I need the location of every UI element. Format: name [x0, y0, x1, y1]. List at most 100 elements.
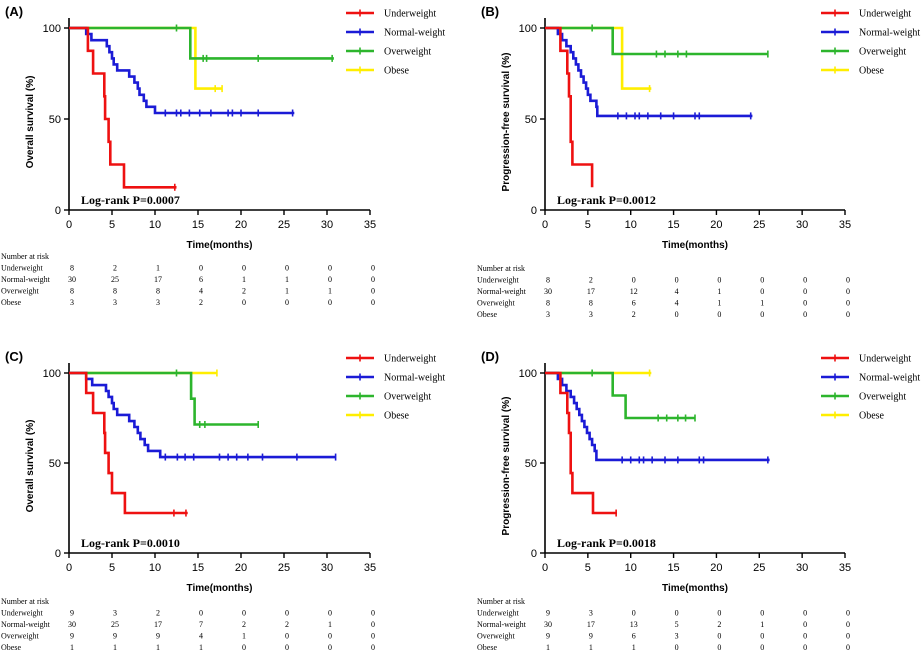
- risk-cell: 30: [544, 287, 552, 296]
- x-tick-label: 10: [625, 219, 637, 231]
- risk-cell: 0: [371, 632, 375, 641]
- risk-cell: 0: [371, 275, 375, 284]
- risk-cell: 0: [803, 632, 807, 641]
- risk-cell: 0: [846, 287, 850, 296]
- risk-cell: 1: [717, 299, 721, 308]
- y-tick-label: 0: [55, 548, 61, 560]
- risk-cell: 17: [587, 620, 595, 629]
- risk-cell: 1: [632, 643, 636, 652]
- risk-cell: 0: [760, 643, 764, 652]
- legend-label: Overweight: [859, 47, 906, 58]
- risk-cell: 0: [760, 632, 764, 641]
- series-line-normal-weight: [545, 26, 753, 118]
- risk-cell: 0: [717, 643, 721, 652]
- x-tick-label: 0: [542, 219, 548, 231]
- risk-cell: 0: [371, 643, 375, 652]
- risk-cell: 7: [199, 620, 203, 629]
- risk-cell: 1: [156, 643, 160, 652]
- risk-cell: 0: [803, 299, 807, 308]
- x-tick-label: 15: [192, 562, 204, 574]
- x-axis-title: Time(months): [662, 240, 728, 251]
- risk-cell: 2: [285, 620, 289, 629]
- risk-row-label: Normal-weight: [477, 620, 527, 629]
- risk-cell: 0: [803, 620, 807, 629]
- x-tick-label: 20: [235, 219, 247, 231]
- risk-cell: 9: [546, 609, 550, 618]
- risk-cell: 3: [675, 632, 679, 641]
- x-tick-label: 25: [278, 562, 290, 574]
- risk-cell: 0: [199, 609, 203, 618]
- risk-cell: 17: [154, 620, 162, 629]
- x-tick-label: 0: [542, 562, 548, 574]
- risk-table-title: Number at risk: [1, 597, 49, 606]
- risk-cell: 4: [199, 287, 203, 296]
- risk-cell: 1: [113, 643, 117, 652]
- x-tick-label: 35: [839, 219, 851, 231]
- x-tick-label: 10: [149, 562, 161, 574]
- risk-cell: 0: [846, 609, 850, 618]
- risk-cell: 0: [803, 609, 807, 618]
- risk-cell: 0: [760, 609, 764, 618]
- risk-cell: 1: [285, 287, 289, 296]
- risk-cell: 3: [156, 298, 160, 307]
- panel-label: (A): [5, 4, 23, 19]
- y-tick-label: 0: [531, 548, 537, 560]
- y-tick-label: 50: [49, 114, 61, 126]
- risk-cell: 1: [760, 620, 764, 629]
- x-tick-label: 30: [321, 219, 333, 231]
- x-tick-label: 5: [585, 562, 591, 574]
- legend-label: Normal-weight: [859, 373, 920, 384]
- risk-cell: 8: [70, 287, 74, 296]
- x-tick-label: 30: [321, 562, 333, 574]
- y-tick-label: 0: [55, 205, 61, 217]
- risk-cell: 0: [675, 310, 679, 319]
- risk-row-label: Underweight: [1, 264, 44, 273]
- risk-cell: 0: [371, 287, 375, 296]
- series-line-normal-weight: [69, 371, 336, 459]
- x-tick-label: 15: [192, 219, 204, 231]
- x-tick-label: 5: [109, 562, 115, 574]
- risk-cell: 0: [285, 264, 289, 273]
- legend-label: Underweight: [859, 9, 911, 20]
- risk-cell: 30: [544, 620, 552, 629]
- risk-cell: 6: [632, 299, 636, 308]
- risk-cell: 0: [632, 609, 636, 618]
- risk-cell: 3: [113, 609, 117, 618]
- x-tick-label: 10: [149, 219, 161, 231]
- risk-cell: 2: [632, 310, 636, 319]
- risk-cell: 0: [371, 620, 375, 629]
- risk-cell: 0: [242, 298, 246, 307]
- legend-label: Normal-weight: [384, 28, 445, 39]
- risk-cell: 0: [717, 276, 721, 285]
- y-tick-label: 50: [49, 458, 61, 470]
- risk-cell: 1: [70, 643, 74, 652]
- risk-cell: 13: [630, 620, 638, 629]
- risk-cell: 0: [846, 632, 850, 641]
- series-line-normal-weight: [69, 26, 295, 115]
- risk-cell: 0: [675, 276, 679, 285]
- risk-cell: 30: [68, 275, 76, 284]
- y-axis-title: Overall survival (%): [25, 420, 36, 513]
- risk-cell: 1: [589, 643, 593, 652]
- risk-cell: 0: [846, 276, 850, 285]
- risk-cell: 25: [111, 275, 119, 284]
- risk-cell: 0: [371, 298, 375, 307]
- risk-cell: 0: [803, 276, 807, 285]
- series-line-overweight: [545, 26, 768, 56]
- risk-cell: 0: [717, 632, 721, 641]
- legend-label: Obese: [859, 66, 885, 77]
- logrank-annotation: Log-rank P=0.0010: [81, 536, 180, 550]
- risk-row-label: Underweight: [477, 609, 520, 618]
- risk-cell: 0: [717, 609, 721, 618]
- legend-label: Obese: [384, 411, 410, 422]
- risk-cell: 9: [70, 609, 74, 618]
- risk-cell: 1: [156, 264, 160, 273]
- risk-cell: 2: [199, 298, 203, 307]
- risk-cell: 2: [113, 264, 117, 273]
- y-axis-title: Progression-free survival (%): [501, 397, 512, 536]
- risk-cell: 0: [803, 310, 807, 319]
- risk-cell: 2: [717, 620, 721, 629]
- risk-cell: 2: [242, 620, 246, 629]
